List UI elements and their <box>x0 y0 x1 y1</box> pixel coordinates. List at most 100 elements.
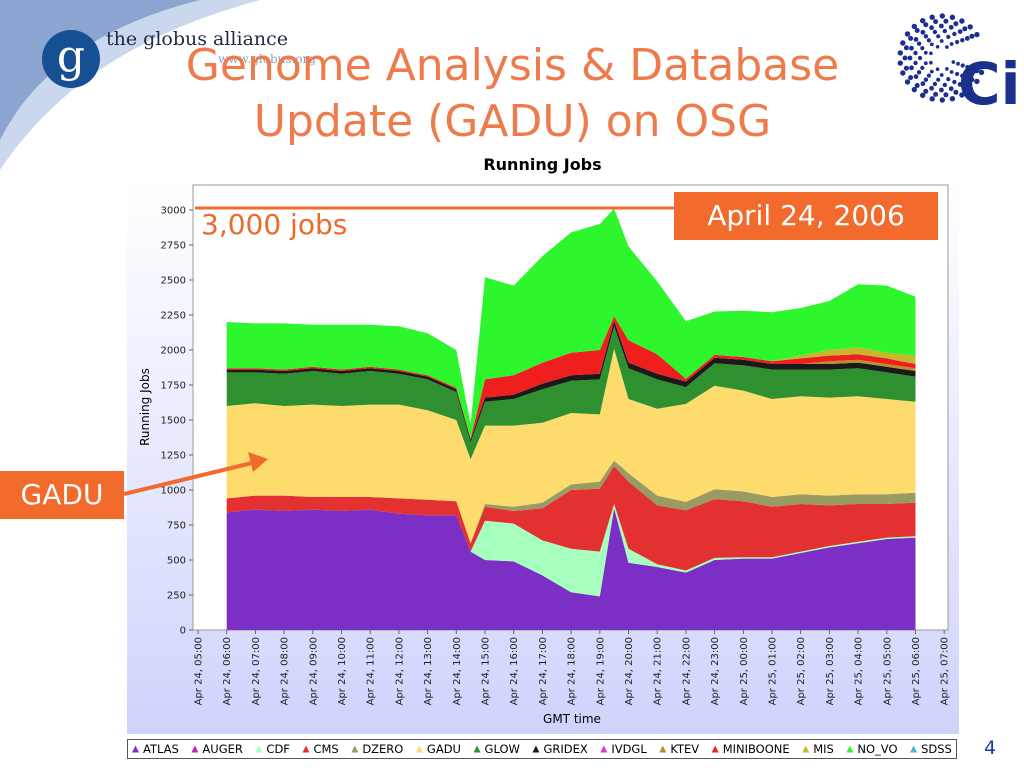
legend-label: MINIBOONE <box>722 742 790 756</box>
legend-item-cms: CMS <box>302 742 339 756</box>
legend-marker <box>302 745 310 753</box>
ci-logo-dot <box>932 29 938 35</box>
x-axis: Apr 24, 05:00 Apr 24, 06:00 Apr 24, 07:00 A… <box>194 630 951 705</box>
globus-logo-name: the globus alliance <box>106 28 289 50</box>
ci-logo-dot <box>943 92 949 98</box>
legend-label: GADU <box>426 742 461 756</box>
legend-marker <box>711 745 719 753</box>
area-no-vo <box>226 208 916 439</box>
area-cms <box>226 466 916 571</box>
ci-logo-dot <box>929 25 934 31</box>
ci-logo-dot <box>949 70 954 74</box>
date-callout: April 24, 2006 <box>674 192 938 240</box>
ci-logo-dot <box>900 70 906 76</box>
legend-label: DZERO <box>362 742 404 756</box>
legend-label: KTEV <box>670 742 700 756</box>
ci-logo-dot <box>946 34 951 39</box>
x-tick-label: Apr 25, 05:00 <box>882 637 893 705</box>
globus-logo: g the globus alliance www.globus.org <box>38 22 358 112</box>
ci-logo-dot <box>903 45 909 51</box>
ci-logo-dot <box>969 66 975 72</box>
x-tick-label: Apr 25, 02:00 <box>796 637 807 705</box>
ci-logo-dot <box>913 37 919 42</box>
x-tick-label: Apr 25, 04:00 <box>854 637 865 705</box>
y-tick-label: 2500 <box>161 276 186 287</box>
legend-item-cdf: CDF <box>255 742 290 756</box>
legend-label: NO_VO <box>857 742 898 756</box>
ci-logo-dot <box>900 40 906 46</box>
ci-logo-dot <box>969 77 975 83</box>
chart-title: Running Jobs <box>483 155 602 174</box>
ci-logo-dot <box>917 55 923 61</box>
ci-logo-dot <box>951 60 956 64</box>
legend-marker <box>415 745 423 753</box>
legend-marker <box>191 745 199 753</box>
running-jobs-chart: 0 250 500 750 1000 1250 1500 1750 2000 2250 2500 27… <box>138 184 951 726</box>
ci-logo-dot <box>978 69 985 76</box>
legend-item-sdss: SDSS <box>910 742 952 756</box>
y-tick-label: 1500 <box>161 416 186 427</box>
ci-logo-dot <box>923 50 928 55</box>
ci-logo-dot <box>974 68 980 74</box>
ci-logo-dot <box>945 67 949 71</box>
ci-logo-dot <box>923 34 929 39</box>
legend-marker <box>255 745 263 753</box>
ci-logo-dot <box>965 65 970 70</box>
globus-logo-mark: g <box>42 30 100 88</box>
ci-logo-dot <box>964 75 970 80</box>
ci-logo-dot <box>920 81 926 87</box>
y-tick-label: 0 <box>180 626 186 637</box>
ci-logo-dot <box>949 96 956 102</box>
x-tick-label: Apr 24, 16:00 <box>509 637 520 705</box>
ci-logo-dot <box>955 71 960 77</box>
ci-logo-dot <box>909 45 914 51</box>
ci-logo-dot <box>943 18 949 24</box>
legend-label: IVDGL <box>611 742 647 756</box>
ci-logo-dot <box>952 31 957 37</box>
area-atlas <box>226 508 916 630</box>
ci-logo-dot <box>967 86 973 92</box>
x-tick-label: Apr 24, 10:00 <box>337 637 348 705</box>
legend-marker <box>473 745 481 753</box>
ci-logo-dot <box>897 50 903 56</box>
ci-logo: Ci <box>897 13 1020 112</box>
ci-logo-dot <box>920 65 925 70</box>
ci-logo-dot <box>923 22 929 28</box>
y-tick-label: 2250 <box>161 311 186 322</box>
legend-marker <box>532 745 540 753</box>
y-axis-label: Running Jobs <box>138 368 152 446</box>
x-axis-label: GMT time <box>543 712 601 726</box>
ci-logo-dot <box>939 13 945 19</box>
ci-logo-dot <box>923 61 928 66</box>
ci-logo-dot <box>939 23 944 29</box>
legend-label: GRIDEX <box>543 742 588 756</box>
chart-legend: ATLAS AUGER CDF CMS DZERO GADU GLOW GRIDEX IVDGL… <box>127 739 957 759</box>
slide-title-line-2: Update (GADU) on OSG <box>253 96 772 147</box>
chart-panel: 0 250 500 750 1000 1250 1500 1750 2000 2250 2500 27… <box>127 182 959 734</box>
legend-item-ivdgl: IVDGL <box>600 742 647 756</box>
legend-item-mis: MIS <box>802 742 834 756</box>
legend-label: CMS <box>313 742 339 756</box>
legend-label: ATLAS <box>143 742 179 756</box>
ci-logo-dot <box>920 29 926 35</box>
legend-label: CDF <box>266 742 290 756</box>
legend-item-miniboone: MINIBOONE <box>711 742 790 756</box>
ci-logo-dot <box>967 24 973 30</box>
ci-logo-dot <box>914 83 920 88</box>
ci-logo-text: Ci <box>958 50 1020 112</box>
x-tick-label: Apr 24, 11:00 <box>366 637 377 705</box>
legend-item-dzero: DZERO <box>351 742 403 756</box>
x-tick-label: Apr 24, 08:00 <box>280 637 291 705</box>
x-tick-label: Apr 25, 00:00 <box>739 637 750 705</box>
y-tick-label: 1750 <box>161 381 186 392</box>
ci-logo-dot <box>904 79 911 85</box>
legend-marker <box>351 745 359 753</box>
ci-logo-dot <box>960 63 965 68</box>
y-tick-label: 2000 <box>161 346 186 357</box>
ci-logo-dot <box>949 42 954 46</box>
ci-logo-dot <box>929 42 934 47</box>
slide-title: Genome Analysis & Database Update (GADU)… <box>140 38 885 150</box>
ci-logo-dot <box>932 81 938 87</box>
ci-logo-dot <box>960 38 965 43</box>
ci-logo-dot <box>926 38 931 43</box>
